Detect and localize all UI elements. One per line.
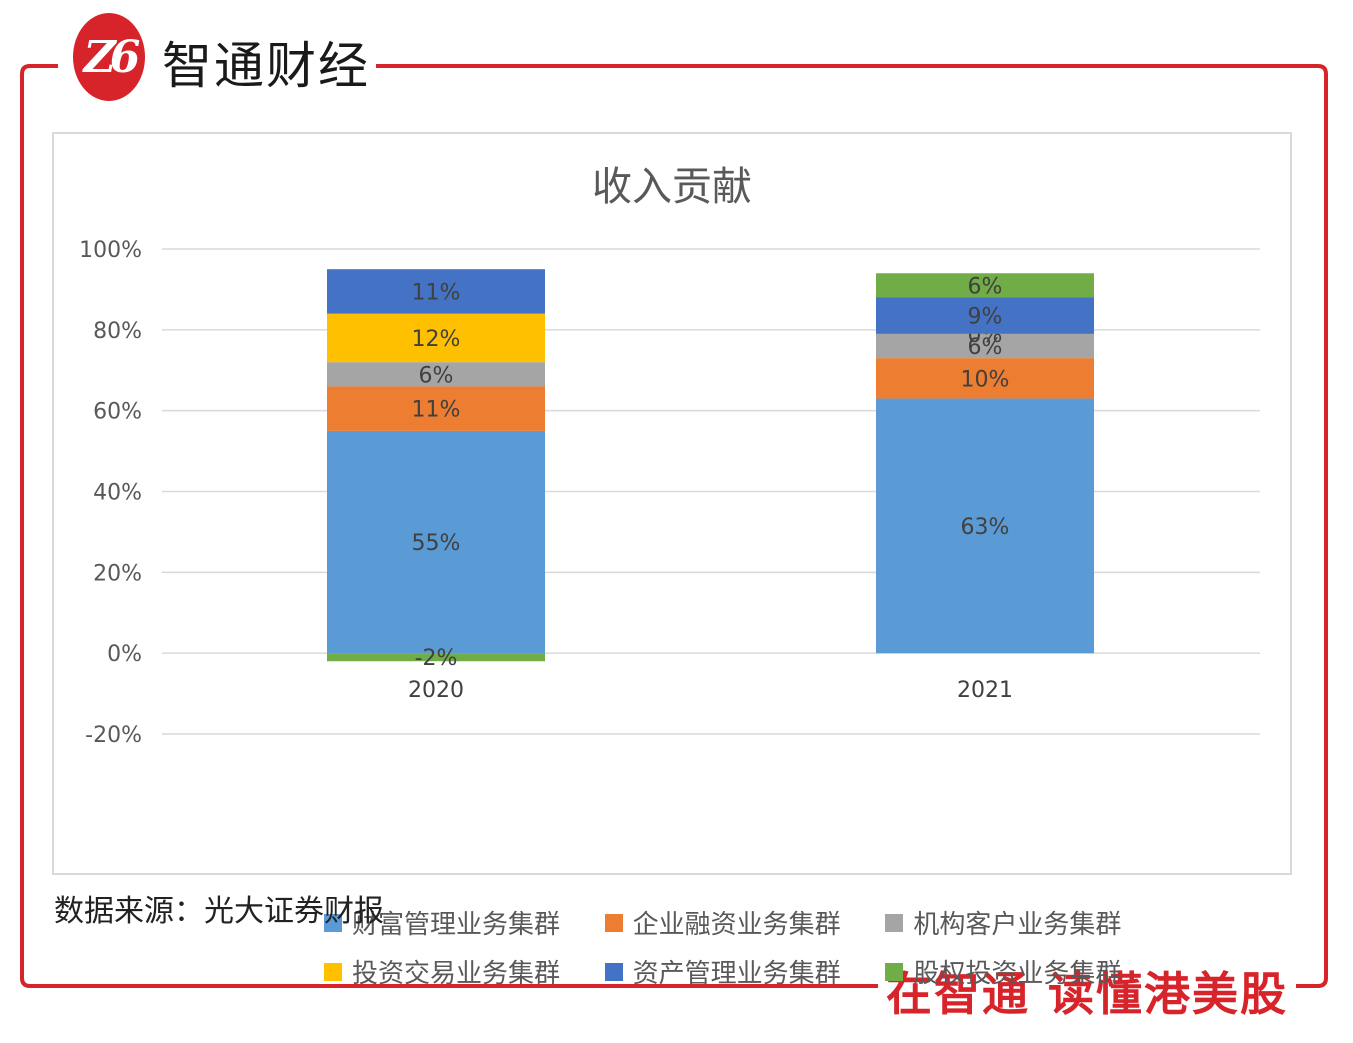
brand-name: 智通财经 xyxy=(160,26,376,98)
bar-segment xyxy=(876,297,1094,334)
legend-label: 资产管理业务集群 xyxy=(632,959,841,989)
brand-logo: Z6 xyxy=(73,13,145,101)
legend-swatch xyxy=(885,913,904,932)
legend-label: 企业融资业务集群 xyxy=(632,910,841,940)
data-label: 10% xyxy=(961,367,1010,392)
data-label: 12% xyxy=(412,327,461,352)
legend-item: 资产管理业务集群 xyxy=(604,953,874,990)
legend-label: 投资交易业务集群 xyxy=(352,959,561,989)
x-tick-label: 2020 xyxy=(408,678,464,703)
bar-segment xyxy=(327,653,545,662)
bar-segment xyxy=(327,269,545,314)
legend-swatch xyxy=(324,962,342,981)
bar-segment xyxy=(327,362,545,387)
legend-label: 财富管理业务集群 xyxy=(352,910,561,940)
bar-segment xyxy=(327,386,545,431)
bar-segment xyxy=(327,313,545,363)
data-label: 9% xyxy=(968,305,1003,330)
y-tick-label: 100% xyxy=(79,238,142,263)
data-label: 55% xyxy=(412,531,461,556)
legend-item: 财富管理业务集群 xyxy=(324,904,593,941)
data-source-note: 数据来源：光大证券财报 xyxy=(54,894,384,929)
chart-legend: 财富管理业务集群 企业融资业务集群 机构客户业务集群投资交易业务集群 资产管理业务集群… xyxy=(324,904,1154,990)
y-tick-label: 0% xyxy=(107,642,142,667)
legend-item: 机构客户业务集群 xyxy=(885,904,1154,941)
y-tick-label: 80% xyxy=(93,319,142,344)
frame-right-border xyxy=(340,64,1328,988)
data-label: 6% xyxy=(419,363,454,388)
bar-segment xyxy=(876,358,1094,399)
legend-swatch xyxy=(885,962,904,981)
bar-segment xyxy=(876,273,1094,298)
x-tick-label: 2021 xyxy=(957,678,1013,703)
chart-title: 收入贡献 xyxy=(592,164,752,210)
y-tick-label: 20% xyxy=(93,561,142,586)
y-tick-label: 60% xyxy=(93,400,142,425)
chart-container: 收入贡献 100% 80% 60% 40% 20% 0% -20% 55% 11% 6% 12% 11… xyxy=(52,132,1292,989)
y-tick-label: 40% xyxy=(93,481,142,506)
data-label: -2% xyxy=(415,646,458,671)
data-label: 63% xyxy=(961,515,1010,540)
legend-item: 投资交易业务集群 xyxy=(324,953,593,990)
legend-label: 机构客户业务集群 xyxy=(913,910,1122,940)
bar-segment xyxy=(327,430,545,654)
legend-swatch xyxy=(324,913,342,932)
legend-item: 企业融资业务集群 xyxy=(604,904,874,941)
data-label: 6% xyxy=(968,335,1003,360)
data-label: 6% xyxy=(968,274,1003,299)
chart-plot: 100% 80% 60% 40% 20% 0% -20% 55% 11% 6% 12% 11% -2% 2… xyxy=(79,238,1260,748)
legend-label: 股权投资业务集群 xyxy=(913,959,1122,989)
bar-segment xyxy=(876,333,1094,359)
data-label: 11% xyxy=(412,280,461,305)
bar-segment xyxy=(876,398,1094,654)
legend-item: 股权投资业务集群 xyxy=(885,953,1154,990)
y-tick-label: -20% xyxy=(85,723,142,748)
legend-swatch xyxy=(604,962,623,981)
legend-swatch xyxy=(604,913,623,932)
frame-left-border xyxy=(20,64,880,988)
data-label: 11% xyxy=(412,398,461,423)
brand-slogan: 在智通 读懂港美股 xyxy=(878,958,1297,1024)
